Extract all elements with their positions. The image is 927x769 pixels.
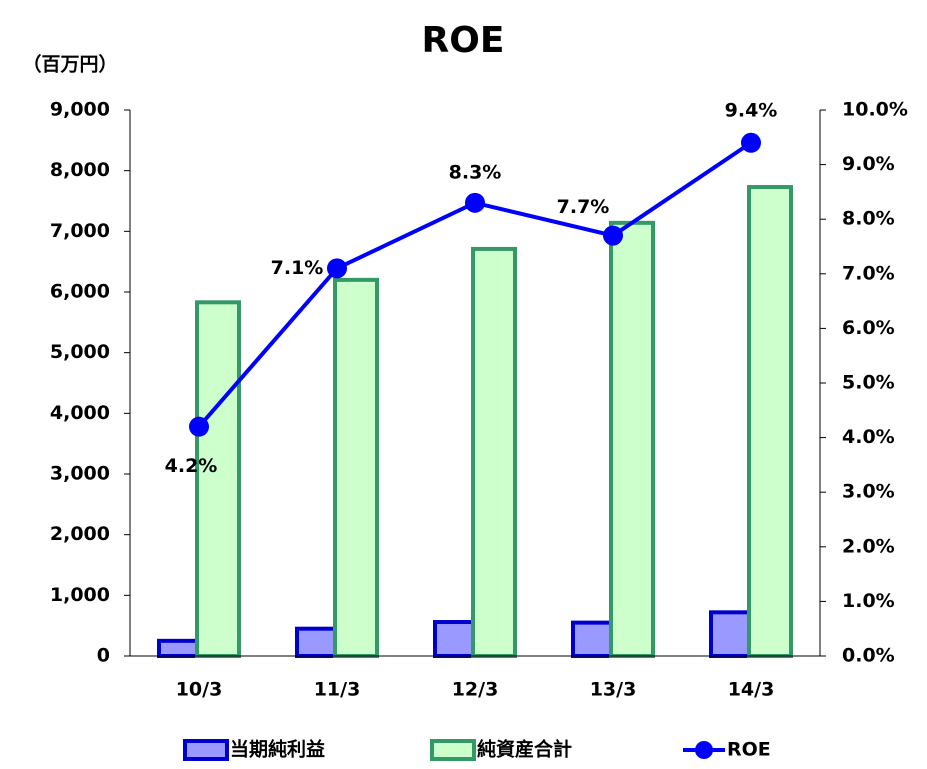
legend-swatch xyxy=(430,739,476,761)
y-tick-label: 8,000 xyxy=(50,159,110,181)
y2-tick-label: 9.0% xyxy=(842,153,895,175)
legend-marker xyxy=(695,741,713,759)
bar xyxy=(709,610,751,659)
y-tick-label: 7,000 xyxy=(50,220,110,242)
y2-tick-label: 3.0% xyxy=(842,481,895,503)
y-tick-label: 9,000 xyxy=(50,99,110,121)
chart-title: ROE xyxy=(422,20,505,61)
y2-tick-label: 10.0% xyxy=(842,99,908,121)
data-label: 8.3% xyxy=(449,161,502,183)
point xyxy=(741,132,761,153)
y-tick-label: 6,000 xyxy=(50,281,110,303)
legend-label: 純資産合計 xyxy=(477,738,572,761)
data-label: 9.4% xyxy=(725,99,778,121)
x-tick-label: 12/3 xyxy=(452,679,499,701)
bar xyxy=(609,220,655,658)
legend-label: 当期純利益 xyxy=(230,738,325,761)
x-tick-label: 14/3 xyxy=(728,679,775,701)
x-tick-label: 10/3 xyxy=(176,679,223,701)
point xyxy=(603,225,623,246)
y-tick-label: 5,000 xyxy=(50,341,110,363)
y-tick-label: 2,000 xyxy=(50,523,110,545)
y2-tick-label: 0.0% xyxy=(842,645,895,667)
bar xyxy=(157,638,199,658)
bar xyxy=(333,277,379,658)
y2-tick-label: 1.0% xyxy=(842,590,895,612)
y2-tick-label: 2.0% xyxy=(842,535,895,557)
x-tick-label: 13/3 xyxy=(590,679,637,701)
bar xyxy=(295,626,337,659)
y-tick-label: 1,000 xyxy=(50,584,110,606)
data-label: 7.7% xyxy=(557,196,610,218)
bar xyxy=(571,620,613,659)
legend-swatch xyxy=(183,739,229,761)
x-tick-label: 11/3 xyxy=(314,679,361,701)
y2-tick-label: 7.0% xyxy=(842,262,895,284)
unit-label: （百万円） xyxy=(22,53,117,76)
y-tick-label: 3,000 xyxy=(50,463,110,485)
y2-tick-label: 4.0% xyxy=(842,426,895,448)
y2-tick-label: 5.0% xyxy=(842,372,895,394)
point xyxy=(465,192,485,213)
bar xyxy=(471,246,517,658)
point xyxy=(327,258,347,279)
y2-tick-label: 6.0% xyxy=(842,317,895,339)
data-label: 4.2% xyxy=(165,455,218,477)
data-label: 7.1% xyxy=(271,257,324,279)
y-tick-label: 4,000 xyxy=(50,402,110,424)
bar xyxy=(747,185,793,658)
bar xyxy=(195,300,241,658)
y-tick-label: 0 xyxy=(97,645,110,667)
y2-tick-label: 8.0% xyxy=(842,208,895,230)
legend-label: ROE xyxy=(727,739,771,761)
point xyxy=(189,416,209,437)
bar xyxy=(433,620,475,659)
